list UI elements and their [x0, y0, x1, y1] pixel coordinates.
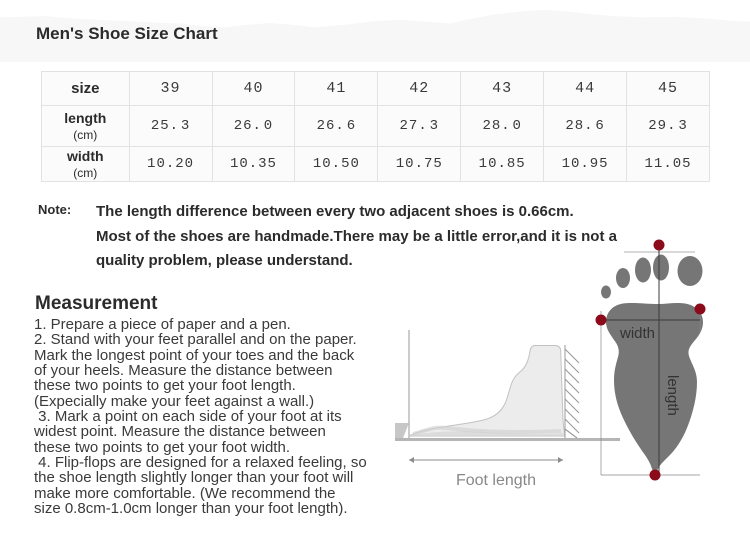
svg-text:width: width [619, 325, 655, 342]
svg-text:Foot length: Foot length [456, 472, 536, 489]
svg-text:length: length [664, 375, 681, 416]
